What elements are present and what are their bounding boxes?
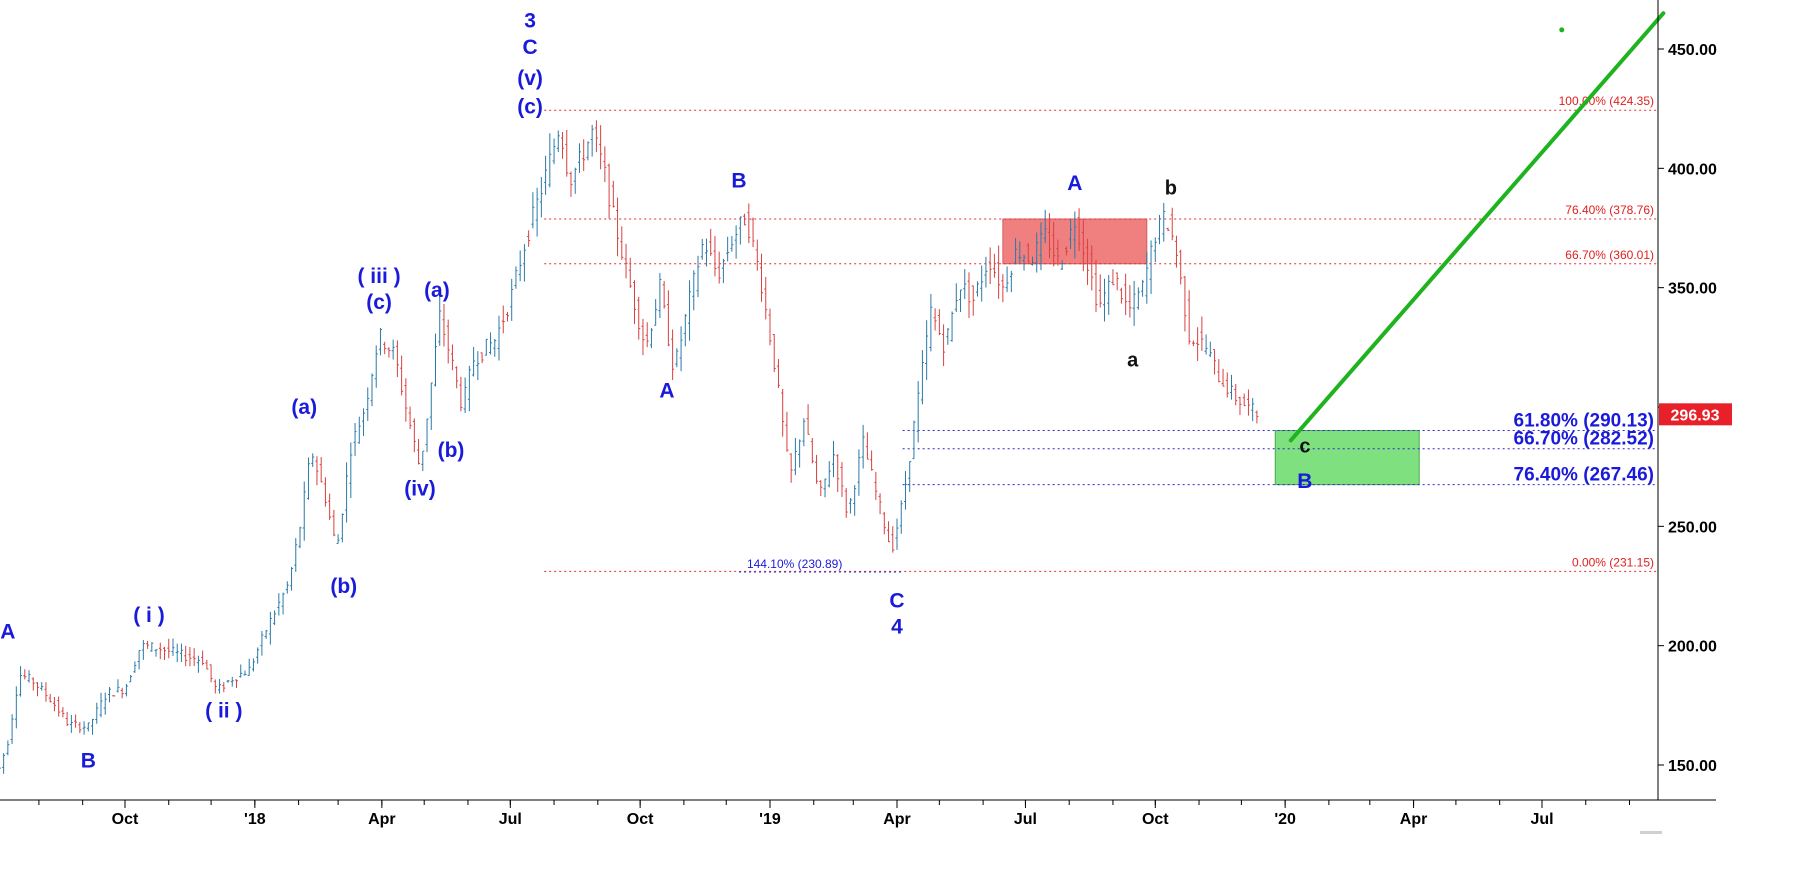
wave-label: (b) — [438, 439, 465, 462]
wave-label: B — [1297, 470, 1312, 493]
y-tick-label: 250.00 — [1668, 519, 1717, 536]
wave-label: A — [0, 621, 15, 644]
wave-label: B — [81, 749, 96, 772]
wave-label: 3 — [524, 10, 536, 33]
fib-label: 0.00% (231.15) — [1572, 555, 1654, 569]
wave-label: c — [1299, 435, 1310, 457]
x-tick-label: '20 — [1274, 811, 1296, 828]
projection-line — [1288, 11, 1666, 443]
wave-label: C — [522, 36, 537, 59]
x-tick-label: '19 — [759, 811, 781, 828]
wave-labels-layer: AB( i )( ii )(a)(b)( iii )(c)(a)(iv)(b)3… — [0, 10, 1312, 773]
y-tick-label: 150.00 — [1668, 758, 1717, 775]
price-bars-layer — [0, 120, 1259, 774]
wave-label: (b) — [330, 575, 357, 598]
wave-label: (a) — [424, 279, 450, 302]
projection-dot — [1559, 27, 1565, 33]
fib-label: 100.00% (424.35) — [1559, 94, 1654, 108]
x-tick-label: Jul — [499, 811, 522, 828]
x-tick-label: Apr — [1400, 811, 1428, 828]
x-tick-label: Oct — [1142, 811, 1169, 828]
y-tick-label: 200.00 — [1668, 639, 1717, 656]
axes-layer: 150.00 200.00 250.00 350.00 400.00 450.00 Oct '… — [0, 0, 1732, 834]
wave-label: A — [1067, 172, 1082, 195]
fib-label: 76.40% (378.76) — [1565, 203, 1654, 217]
wave-label: b — [1165, 178, 1177, 200]
fib-label: 144.10% (230.89) — [747, 557, 842, 571]
wave-label: 4 — [891, 616, 903, 639]
y-tick-label: 350.00 — [1668, 281, 1717, 298]
y-tick-label: 450.00 — [1668, 42, 1717, 59]
wave-label: (a) — [291, 396, 317, 419]
x-tick-label: Apr — [883, 811, 911, 828]
x-tick-label: '18 — [244, 811, 266, 828]
fib-label: 76.40% (267.46) — [1514, 465, 1655, 486]
wave-label: (v) — [517, 67, 543, 90]
projection-layer — [1288, 11, 1666, 443]
x-tick-label: Oct — [627, 811, 654, 828]
fib-levels-layer: 100.00% (424.35) 76.40% (378.76) 66.70% (3… — [544, 94, 1658, 573]
y-tick-label: 400.00 — [1668, 161, 1717, 178]
wave-label: (iv) — [404, 477, 436, 500]
wave-label: C — [889, 589, 904, 612]
wave-label: a — [1127, 349, 1139, 371]
current-price-tag — [1659, 403, 1732, 426]
wave-label: (c) — [517, 95, 543, 118]
fib-label: 66.70% (282.52) — [1514, 429, 1655, 450]
x-tick-label: Jul — [1014, 811, 1037, 828]
x-tick-label: Jul — [1530, 811, 1553, 828]
fib-label: 66.70% (360.01) — [1565, 248, 1654, 262]
wave-label: A — [659, 379, 674, 402]
support-zone — [1274, 430, 1420, 486]
x-tick-label: Apr — [368, 811, 396, 828]
wave-label: ( iii ) — [357, 265, 400, 288]
zones-layer — [1002, 218, 1420, 486]
x-tick-label: Oct — [112, 811, 139, 828]
wave-label: B — [731, 169, 746, 192]
wave-label: ( i ) — [133, 604, 165, 627]
scroll-stub — [1640, 831, 1662, 834]
fib-label: 61.80% (290.13) — [1514, 411, 1655, 432]
wave-label: (c) — [366, 291, 392, 314]
current-price-label: 296.93 — [1671, 407, 1720, 424]
wave-label: ( ii ) — [205, 699, 242, 722]
